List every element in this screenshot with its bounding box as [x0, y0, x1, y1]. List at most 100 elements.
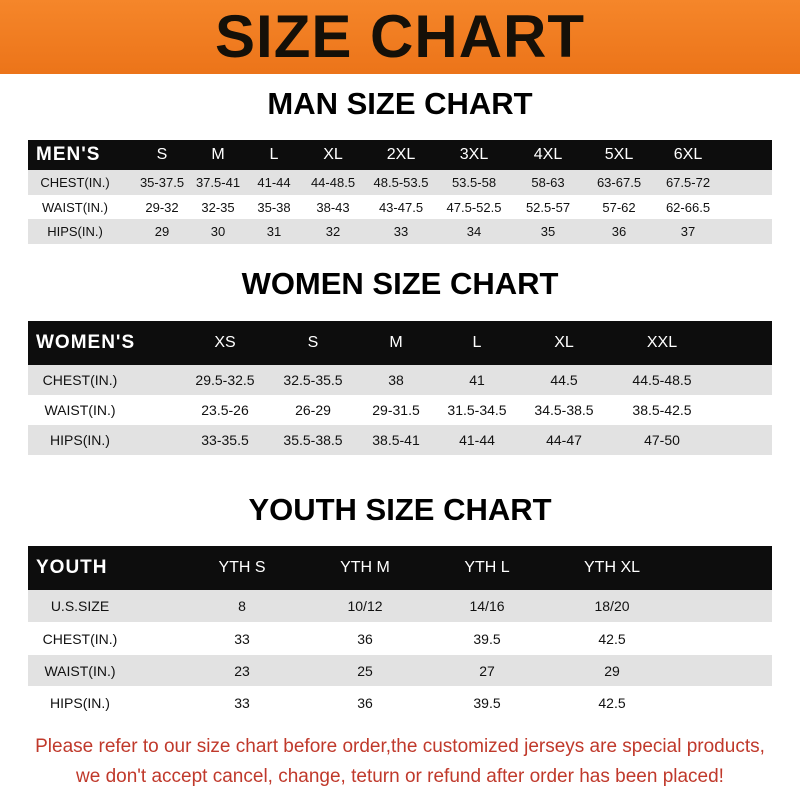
- table-row: CHEST(IN.) 29.5-32.5 32.5-35.5 38 41 44.5 44.5…: [28, 365, 772, 395]
- value-cell: 35-37.5: [139, 175, 185, 190]
- value-cell: 35-38: [257, 199, 291, 215]
- value-cell: 41-44: [459, 432, 495, 448]
- youth-heading: YOUTH SIZE CHART: [248, 492, 552, 527]
- value-cell: 44-47: [546, 432, 582, 448]
- size-header: 4XL: [533, 146, 563, 163]
- size-header: L: [472, 334, 482, 351]
- value-cell: 10/12: [347, 598, 383, 614]
- header-row: MEN'S S M L XL 2XL 3XL 4XL 5XL 6XL: [28, 140, 772, 170]
- size-header: YTH M: [340, 559, 390, 576]
- value-cell: 35.5-38.5: [283, 432, 343, 448]
- value-cell: 35: [540, 224, 556, 239]
- value-cell: 33: [234, 694, 250, 711]
- value-cell: 32.5-35.5: [283, 372, 343, 388]
- value-cell: 41: [469, 372, 485, 388]
- size-header: M: [389, 334, 403, 351]
- value-cell: 37: [680, 224, 696, 239]
- size-header: XL: [323, 146, 343, 163]
- value-cell: 39.5: [473, 630, 501, 647]
- size-header: XXL: [646, 334, 678, 351]
- row-label: WAIST(IN.): [42, 199, 108, 215]
- men-size-table: MEN'S S M L XL 2XL 3XL 4XL 5XL 6XL CHEST(IN.) 35-37…: [28, 140, 772, 244]
- value-cell: 25: [357, 662, 373, 679]
- size-header: 3XL: [459, 146, 489, 163]
- size-header: YTH XL: [583, 559, 641, 576]
- value-cell: 58-63: [531, 175, 565, 190]
- table-title-cell: WOMEN'S: [36, 332, 136, 353]
- table-row: WAIST(IN.) 23.5-26 26-29 29-31.5 31.5-34.5 34…: [28, 395, 772, 425]
- size-header: 5XL: [604, 146, 634, 163]
- notice-line-2: we don't accept cancel, change, teturn o…: [76, 766, 724, 787]
- table-row: HIPS(IN.) 33 36 39.5 42.5: [28, 686, 772, 719]
- value-cell: 53.5-58: [451, 175, 497, 190]
- value-cell: 29: [604, 662, 620, 679]
- size-header: YTH S: [218, 559, 266, 576]
- value-cell: 14/16: [469, 598, 505, 614]
- row-label: CHEST(IN.): [42, 372, 118, 388]
- table-row: HIPS(IN.) 33-35.5 35.5-38.5 38.5-41 41-44 44-…: [28, 425, 772, 455]
- row-label: WAIST(IN.): [44, 402, 116, 418]
- row-label: CHEST(IN.): [40, 175, 110, 190]
- value-cell: 47.5-52.5: [446, 199, 502, 215]
- size-header: YTH L: [464, 559, 510, 576]
- value-cell: 33: [234, 630, 250, 647]
- women-heading: WOMEN SIZE CHART: [241, 266, 559, 301]
- size-header: 6XL: [673, 146, 703, 163]
- value-cell: 44.5: [550, 372, 578, 388]
- size-header: L: [269, 146, 279, 163]
- page-title: SIZE CHART: [215, 3, 585, 70]
- youth-size-table: YOUTH YTH S YTH M YTH L YTH XL U.S.SIZE 8 10/12…: [28, 546, 772, 719]
- value-cell: 29-32: [145, 199, 179, 215]
- value-cell: 29-31.5: [372, 402, 420, 418]
- value-cell: 31: [266, 224, 282, 239]
- value-cell: 32: [325, 224, 341, 239]
- men-heading: MAN SIZE CHART: [267, 86, 533, 121]
- value-cell: 42.5: [598, 694, 626, 711]
- value-cell: 42.5: [598, 630, 626, 647]
- value-cell: 36: [611, 224, 627, 239]
- value-cell: 41-44: [257, 175, 291, 190]
- header-row: YOUTH YTH S YTH M YTH L YTH XL: [28, 546, 772, 590]
- value-cell: 33: [393, 224, 409, 239]
- notice-line-1: Please refer to our size chart before or…: [35, 736, 765, 757]
- size-header: 2XL: [386, 146, 416, 163]
- row-label: WAIST(IN.): [44, 662, 116, 679]
- value-cell: 29.5-32.5: [195, 372, 255, 388]
- value-cell: 63-67.5: [596, 175, 642, 190]
- value-cell: 27: [479, 662, 495, 679]
- value-cell: 47-50: [644, 432, 680, 448]
- value-cell: 37.5-41: [195, 175, 241, 190]
- value-cell: 52.5-57: [525, 199, 571, 215]
- table-row: WAIST(IN.) 29-32 32-35 35-38 38-43 43-47.5 47.…: [28, 195, 772, 219]
- table-row: WAIST(IN.) 23 25 27 29: [28, 655, 772, 686]
- size-header: XL: [554, 334, 574, 351]
- row-label: CHEST(IN.): [42, 630, 118, 647]
- row-label: HIPS(IN.): [50, 432, 110, 448]
- value-cell: 36: [357, 630, 373, 647]
- value-cell: 38: [388, 372, 404, 388]
- value-cell: 44.5-48.5: [632, 372, 692, 388]
- row-label: HIPS(IN.): [50, 694, 110, 711]
- value-cell: 32-35: [201, 199, 235, 215]
- header-row: WOMEN'S XS S M L XL XXL: [28, 321, 772, 365]
- value-cell: 48.5-53.5: [373, 175, 429, 190]
- table-title-cell: YOUTH: [36, 557, 108, 578]
- value-cell: 62-66.5: [665, 199, 711, 215]
- value-cell: 31.5-34.5: [447, 402, 507, 418]
- value-cell: 38.5-42.5: [632, 402, 692, 418]
- value-cell: 18/20: [594, 598, 630, 614]
- table-row: CHEST(IN.) 33 36 39.5 42.5: [28, 622, 772, 655]
- row-label: HIPS(IN.): [47, 224, 103, 239]
- table-row: CHEST(IN.) 35-37.5 37.5-41 41-44 44-48.5 48.5…: [28, 170, 772, 195]
- value-cell: 44-48.5: [310, 175, 356, 190]
- value-cell: 26-29: [295, 402, 331, 418]
- women-size-table: WOMEN'S XS S M L XL XXL CHEST(IN.) 29.5-32.5 32.5…: [28, 321, 772, 455]
- value-cell: 34: [466, 224, 482, 239]
- value-cell: 67.5-72: [665, 175, 711, 190]
- row-label: U.S.SIZE: [50, 598, 110, 614]
- value-cell: 57-62: [602, 199, 636, 215]
- value-cell: 8: [238, 598, 246, 614]
- table-title-cell: MEN'S: [36, 144, 101, 165]
- value-cell: 38.5-41: [372, 432, 420, 448]
- value-cell: 38-43: [316, 199, 350, 215]
